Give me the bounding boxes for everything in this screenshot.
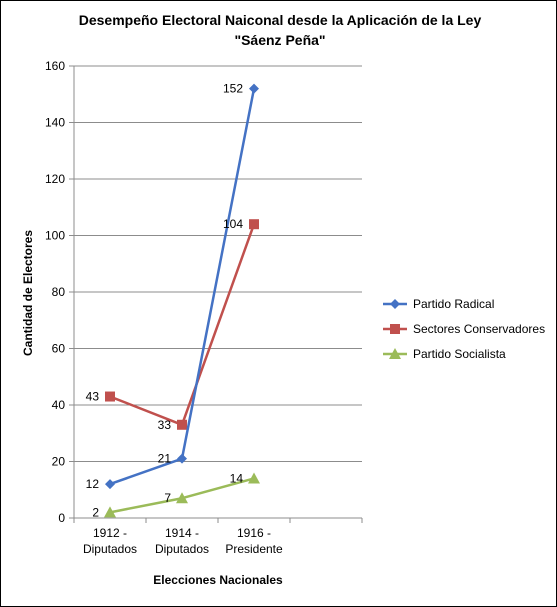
- x-axis-label: Elecciones Nacionales: [153, 573, 283, 587]
- y-axis-label: Cantidad de Electores: [21, 230, 35, 356]
- legend-label: Partido Socialista: [413, 347, 506, 361]
- series-line-sectores-conservadores: [109, 223, 256, 427]
- data-point-partido-socialista: [176, 492, 188, 504]
- data-point-partido-radical: [249, 83, 259, 94]
- legend-marker-sectores-conservadores: [390, 324, 400, 334]
- data-label: 21: [158, 452, 172, 466]
- data-point-sectores-conservadores: [249, 219, 259, 230]
- y-tick-label: 60: [52, 342, 66, 356]
- y-tick-label: 80: [52, 285, 66, 299]
- y-tick-label: 120: [45, 172, 65, 186]
- y-tick-label: 100: [45, 229, 65, 243]
- x-tick-labels: 1912 -Diputados 1914 -Diputados 1916 -Pres…: [83, 526, 283, 556]
- legend-marker-partido-socialista: [389, 348, 401, 359]
- y-tick-label: 140: [45, 116, 65, 130]
- legend-label: Partido Radical: [413, 297, 494, 311]
- chart-title-line1: Desempeño Electoral Naiconal desde la Ap…: [79, 12, 482, 28]
- data-label: 12: [86, 477, 100, 491]
- x-tick-label: 1916 -Presidente: [225, 526, 283, 556]
- data-labels: 12 21 152 43 33 104 2 7 14: [86, 82, 244, 520]
- gridlines: [69, 65, 362, 519]
- data-label: 43: [86, 390, 100, 404]
- y-tick-labels: 0 20 40 60 80 100 120 140 160: [45, 59, 65, 525]
- legend-label: Sectores Conservadores: [413, 322, 545, 336]
- axes: [73, 66, 363, 523]
- legend: Partido Radical Sectores Conservadores Par…: [383, 297, 545, 361]
- y-tick-label: 0: [58, 511, 65, 525]
- data-label: 2: [92, 505, 99, 519]
- data-point-partido-socialista: [104, 506, 116, 518]
- data-point-sectores-conservadores: [177, 419, 187, 430]
- y-tick-label: 40: [52, 398, 66, 412]
- legend-marker-partido-radical: [390, 299, 400, 309]
- series-group: [104, 83, 260, 518]
- y-tick-label: 20: [52, 455, 66, 469]
- data-label: 152: [223, 82, 243, 96]
- y-tick-label: 160: [45, 59, 65, 73]
- data-label: 7: [164, 491, 171, 505]
- x-tick-label: 1914 -Diputados: [155, 526, 209, 556]
- data-point-sectores-conservadores: [105, 391, 115, 402]
- data-label: 104: [223, 217, 243, 231]
- data-point-partido-radical: [177, 453, 187, 464]
- chart-title-line2: "Sáenz Peña": [234, 32, 325, 48]
- data-point-partido-radical: [105, 479, 115, 490]
- data-label: 14: [230, 471, 244, 485]
- data-point-partido-socialista: [248, 472, 260, 484]
- x-tick-label: 1912 -Diputados: [83, 526, 137, 556]
- data-label: 33: [158, 418, 172, 432]
